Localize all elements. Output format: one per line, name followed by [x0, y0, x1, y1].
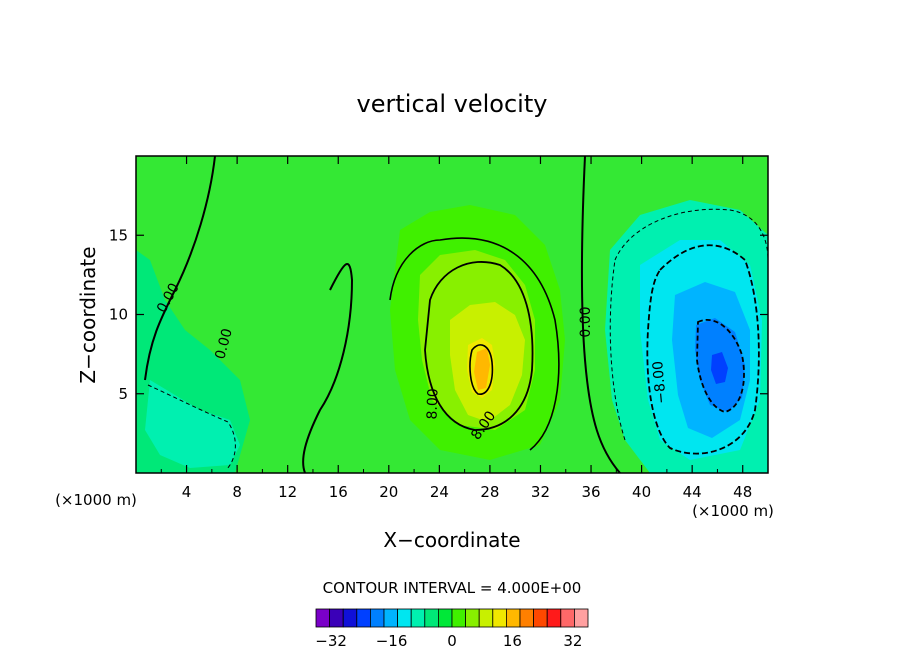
- colorbar-swatch: [546, 608, 562, 628]
- colorbar-swatch: [315, 608, 331, 628]
- colorbar-swatch: [465, 608, 480, 628]
- negative-contour-16: [696, 318, 745, 413]
- contour-label: 8.00: [424, 388, 441, 420]
- y-axis: 5 10 15: [109, 226, 768, 403]
- colorbar-tick-label: −32: [315, 632, 347, 650]
- negative-contour-8: [646, 244, 760, 455]
- colorbar-tick-label: 0: [447, 632, 457, 650]
- colorbar-swatch: [533, 608, 548, 628]
- colorbar-swatch: [369, 608, 385, 628]
- x-axis-label: X−coordinate: [383, 528, 520, 552]
- contour-label: 0.00: [578, 306, 594, 337]
- x-tick-label: 40: [632, 483, 651, 501]
- zero-contour-right: [580, 156, 621, 473]
- x-tick-label: 44: [683, 483, 702, 501]
- positive-contour-8: [424, 261, 534, 431]
- colorbar-swatch: [424, 608, 439, 628]
- contour-interval-text: CONTOUR INTERVAL = 4.000E+00: [323, 579, 582, 597]
- x-tick-label: 8: [232, 483, 242, 501]
- x-tick-label: 48: [733, 483, 752, 501]
- x-tick-label: 4: [182, 483, 192, 501]
- left-weak-downdraft: [145, 380, 240, 468]
- colorbar-tick-label: −16: [376, 632, 408, 650]
- colorbar-swatch: [451, 608, 467, 628]
- x-unit-left: (×1000 m): [55, 491, 137, 509]
- colorbar-swatch: [519, 608, 535, 628]
- y-tick-label: 5: [118, 385, 128, 403]
- colorbar-swatch: [492, 608, 507, 628]
- colorbar: [315, 608, 589, 628]
- colorbar-swatch: [383, 608, 399, 628]
- positive-contour-16: [469, 344, 494, 395]
- colorbar-swatch: [397, 608, 412, 628]
- colorbar-swatch: [329, 608, 344, 628]
- x-tick-label: 36: [581, 483, 600, 501]
- contour-labels: 0.00 0.00 0.00 8.00 8.00 −8.00: [154, 281, 670, 443]
- colorbar-swatch: [560, 608, 575, 628]
- y-tick-label: 15: [109, 226, 128, 244]
- updraft-core: [474, 348, 490, 390]
- colorbar-tick-label: 16: [503, 632, 522, 650]
- colorbar-swatch: [356, 608, 371, 628]
- colorbar-swatch: [342, 608, 358, 628]
- zero-contour-mid: [302, 263, 354, 473]
- x-tick-label: 24: [430, 483, 449, 501]
- y-tick-label: 10: [109, 306, 128, 324]
- colorbar-swatch: [410, 608, 426, 628]
- colorbar-swatch: [574, 608, 589, 628]
- zero-contour-updraft: [389, 237, 560, 451]
- colorbar-swatch: [478, 608, 494, 628]
- x-unit-right: (×1000 m): [692, 502, 774, 520]
- contour-label: −8.00: [650, 360, 670, 404]
- contour-field: [136, 156, 768, 473]
- chart-title: vertical velocity: [357, 90, 548, 118]
- x-tick-label: 28: [480, 483, 499, 501]
- colorbar-swatch: [505, 608, 521, 628]
- contour-label: 0.00: [212, 327, 236, 361]
- downdraft-core: [711, 352, 728, 384]
- negative-contour-left: [147, 384, 236, 471]
- zero-contour-left: [144, 156, 216, 381]
- x-tick-label: 12: [278, 483, 297, 501]
- colorbar-tick-label: 32: [563, 632, 582, 650]
- x-tick-label: 32: [531, 483, 550, 501]
- x-tick-label: 16: [329, 483, 348, 501]
- x-axis: 4 8 12 16 20 24 28 32 36 40 44 48: [160, 156, 752, 501]
- y-axis-label: Z−coordinate: [76, 246, 100, 383]
- colorbar-ticks: −32 −16 0 16 32: [315, 632, 582, 650]
- x-tick-label: 20: [379, 483, 398, 501]
- colorbar-swatch: [437, 608, 453, 628]
- negative-contour-4: [609, 208, 768, 441]
